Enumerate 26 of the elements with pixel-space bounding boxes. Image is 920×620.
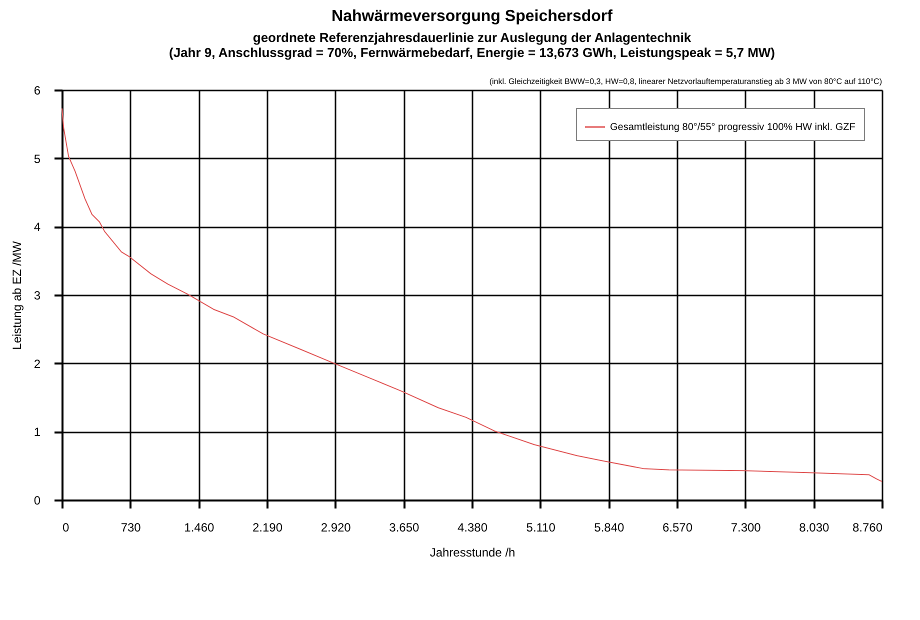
text: (inkl. Gleichzeitigkeit BWW=0,3, HW=0,8, linearer Netzvorlauftemperaturanstieg ab 3 MW von 80°C auf 110°C) <box>489 77 882 86</box>
x-tick-label: 6.570 <box>662 520 693 534</box>
legend-label: Gesamtleistung 80°/55° progressiv 100% HW inkl. GZF <box>610 122 856 133</box>
y-tick-label: 2 <box>34 356 41 371</box>
x-tick-label: 2.190 <box>252 520 283 534</box>
y-tick-label: 0 <box>34 494 41 508</box>
y-tick-label: 1 <box>34 425 41 440</box>
x-tick-label: 3.650 <box>389 520 420 534</box>
y-tick-label: 6 <box>34 84 41 98</box>
x-tick-label: 5.110 <box>526 520 556 534</box>
x-tick-label: 5.840 <box>594 520 625 534</box>
y-tick-label: 4 <box>34 220 41 234</box>
x-axis-title: Jahresstunde /h <box>430 546 516 560</box>
x-tick-label: 7.300 <box>730 520 762 534</box>
x-tick-label: 1.460 <box>184 520 215 534</box>
x-tick-label: 8.030 <box>799 520 830 534</box>
y-tick-label: 5 <box>34 152 41 166</box>
x-tick-label: 0 <box>62 520 70 534</box>
x-tick-label: 2.920 <box>320 520 352 534</box>
chart-subtitle: geordnete Referenzjahresdauerlinie zur Auslegung der Anlagentechnik (Jahr 9, Anschlussgrad = 70%, Fernwärmebedarf, Energie = 13,673 GWh, Leistungspeak = 5,7 MW) <box>168 30 776 60</box>
x-tick-label: 730 <box>120 520 142 534</box>
y-axis-title: Leistung ab EZ /MW <box>10 240 24 350</box>
x-tick-label: 8.760 <box>852 520 883 534</box>
x-tick-label: 4.380 <box>457 520 488 534</box>
chart-title: Nahwärmeversorgung Speichersdorf <box>332 8 614 25</box>
y-tick-label: 3 <box>34 288 41 302</box>
